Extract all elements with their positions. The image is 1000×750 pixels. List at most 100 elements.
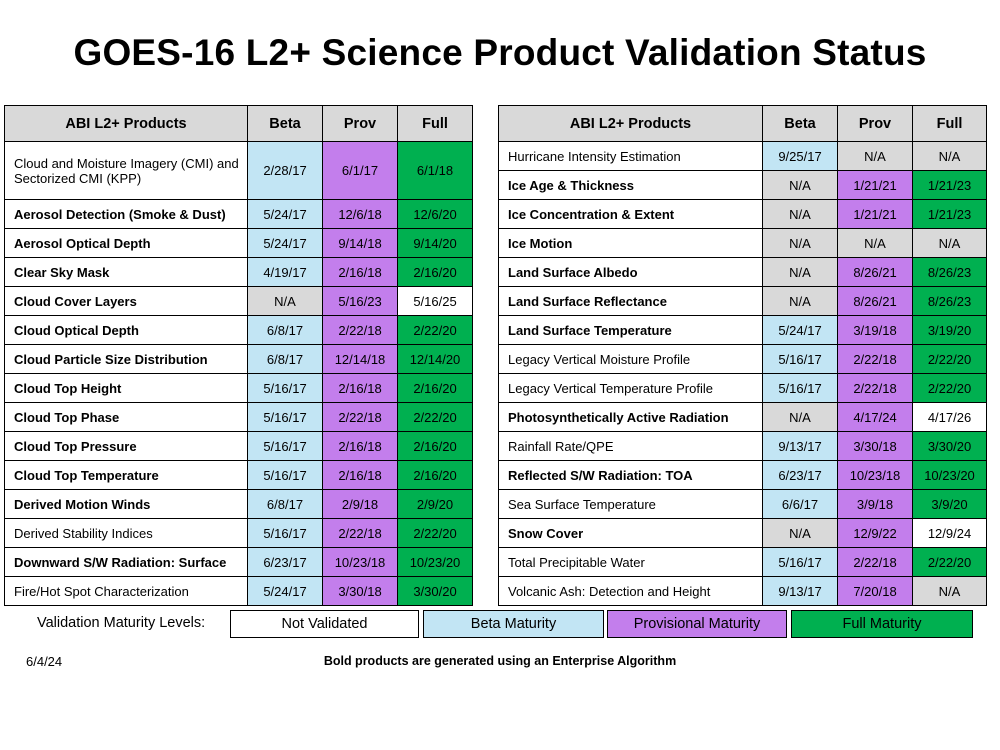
table-row: Legacy Vertical Moisture Profile 5/16/17 2…	[498, 344, 987, 374]
product-name: Ice Concentration & Extent	[498, 199, 763, 229]
product-name: Volcanic Ash: Detection and Height	[498, 576, 763, 606]
full-date: 1/21/23	[912, 199, 987, 229]
right-product-table: ABI L2+ Products Beta Prov Full Hurrican…	[498, 105, 987, 606]
prov-header: Prov	[322, 105, 398, 142]
table-row: Cloud Top Pressure 5/16/17 2/16/18 2/16/20	[4, 431, 473, 461]
table-row: Cloud Top Temperature 5/16/17 2/16/18 2/16/…	[4, 460, 473, 490]
table-row: Derived Motion Winds 6/8/17 2/9/18 2/9/20	[4, 489, 473, 519]
product-name: Legacy Vertical Temperature Profile	[498, 373, 763, 403]
full-date: 12/9/24	[912, 518, 987, 548]
legend-not-validated: Not Validated	[230, 610, 419, 638]
full-date: 12/6/20	[397, 199, 473, 229]
products-header: ABI L2+ Products	[498, 105, 763, 142]
full-date: 2/22/20	[912, 547, 987, 577]
product-name: Aerosol Detection (Smoke & Dust)	[4, 199, 248, 229]
product-name: Land Surface Temperature	[498, 315, 763, 345]
full-date: 3/19/20	[912, 315, 987, 345]
table-header-row: ABI L2+ Products Beta Prov Full	[4, 105, 473, 142]
full-date: 3/30/20	[912, 431, 987, 461]
prov-date: 2/22/18	[322, 518, 398, 548]
table-row: Cloud Optical Depth 6/8/17 2/22/18 2/22/20	[4, 315, 473, 345]
full-header: Full	[912, 105, 987, 142]
beta-date: 6/8/17	[247, 315, 323, 345]
table-row: Land Surface Temperature 5/24/17 3/19/18 3/…	[498, 315, 987, 345]
product-name: Land Surface Reflectance	[498, 286, 763, 316]
prov-date: 9/14/18	[322, 228, 398, 258]
table-row: Photosynthetically Active Radiation N/A 4/…	[498, 402, 987, 432]
beta-date: 5/24/17	[762, 315, 838, 345]
table-row: Cloud Top Height 5/16/17 2/16/18 2/16/20	[4, 373, 473, 403]
table-row: Sea Surface Temperature 6/6/17 3/9/18 3/9/2…	[498, 489, 987, 519]
table-row: Cloud Particle Size Distribution 6/8/17 12…	[4, 344, 473, 374]
product-name: Snow Cover	[498, 518, 763, 548]
product-name: Clear Sky Mask	[4, 257, 248, 287]
table-row: Cloud Top Phase 5/16/17 2/22/18 2/22/20	[4, 402, 473, 432]
product-name: Sea Surface Temperature	[498, 489, 763, 519]
page-title: GOES-16 L2+ Science Product Validation S…	[73, 32, 927, 73]
table-row: Land Surface Reflectance N/A 8/26/21 8/26/2…	[498, 286, 987, 316]
beta-date: N/A	[762, 228, 838, 258]
table-row: Snow Cover N/A 12/9/22 12/9/24	[498, 518, 987, 548]
full-date: 3/30/20	[397, 576, 473, 606]
product-name: Land Surface Albedo	[498, 257, 763, 287]
prov-date: 2/16/18	[322, 431, 398, 461]
product-name: Total Precipitable Water	[498, 547, 763, 577]
full-date: N/A	[912, 576, 987, 606]
beta-date: N/A	[762, 286, 838, 316]
beta-date: 5/16/17	[247, 431, 323, 461]
full-date: 2/9/20	[397, 489, 473, 519]
beta-date: 4/19/17	[247, 257, 323, 287]
full-date: 12/14/20	[397, 344, 473, 374]
prov-date: 6/1/17	[322, 141, 398, 200]
product-name: Reflected S/W Radiation: TOA	[498, 460, 763, 490]
table-row: Total Precipitable Water 5/16/17 2/22/18 2/…	[498, 547, 987, 577]
product-name: Cloud Cover Layers	[4, 286, 248, 316]
product-name: Photosynthetically Active Radiation	[498, 402, 763, 432]
full-date: 1/21/23	[912, 170, 987, 200]
prov-date: 4/17/24	[837, 402, 913, 432]
beta-header: Beta	[762, 105, 838, 142]
product-name: Cloud Optical Depth	[4, 315, 248, 345]
product-name: Rainfall Rate/QPE	[498, 431, 763, 461]
product-name: Derived Motion Winds	[4, 489, 248, 519]
prov-date: 2/22/18	[837, 344, 913, 374]
prov-date: 2/22/18	[837, 547, 913, 577]
prov-date: 10/23/18	[837, 460, 913, 490]
beta-date: 5/16/17	[762, 373, 838, 403]
full-date: 3/9/20	[912, 489, 987, 519]
full-date: 10/23/20	[397, 547, 473, 577]
legend-full-maturity: Full Maturity	[791, 610, 973, 638]
table-row: Legacy Vertical Temperature Profile 5/16/…	[498, 373, 987, 403]
products-header: ABI L2+ Products	[4, 105, 248, 142]
legend-beta-maturity: Beta Maturity	[423, 610, 604, 638]
full-date: N/A	[912, 228, 987, 258]
full-date: 4/17/26	[912, 402, 987, 432]
full-date: 2/22/20	[912, 344, 987, 374]
beta-date: 9/13/17	[762, 576, 838, 606]
table-row: Volcanic Ash: Detection and Height 9/13/1…	[498, 576, 987, 606]
product-name: Ice Age & Thickness	[498, 170, 763, 200]
table-row: Land Surface Albedo N/A 8/26/21 8/26/23	[498, 257, 987, 287]
beta-date: 6/8/17	[247, 344, 323, 374]
table-row: Ice Motion N/A N/A N/A	[498, 228, 987, 258]
full-date: N/A	[912, 141, 987, 171]
beta-date: N/A	[762, 518, 838, 548]
table-row: Rainfall Rate/QPE 9/13/17 3/30/18 3/30/20	[498, 431, 987, 461]
full-date: 2/22/20	[397, 402, 473, 432]
footer-note: Bold products are generated using an Ent…	[323, 654, 677, 668]
table-row: Aerosol Detection (Smoke & Dust) 5/24/17 1…	[4, 199, 473, 229]
prov-date: 1/21/21	[837, 199, 913, 229]
prov-date: 2/16/18	[322, 257, 398, 287]
beta-date: 9/25/17	[762, 141, 838, 171]
product-name: Downward S/W Radiation: Surface	[4, 547, 248, 577]
table-row: Aerosol Optical Depth 5/24/17 9/14/18 9/14/…	[4, 228, 473, 258]
beta-date: 6/23/17	[247, 547, 323, 577]
product-name: Ice Motion	[498, 228, 763, 258]
prov-date: 2/9/18	[322, 489, 398, 519]
full-date: 2/22/20	[397, 315, 473, 345]
left-product-table: ABI L2+ Products Beta Prov Full Cloud an…	[4, 105, 473, 606]
table-row: Ice Concentration & Extent N/A 1/21/21 1/21…	[498, 199, 987, 229]
beta-date: 9/13/17	[762, 431, 838, 461]
prov-date: 5/16/23	[322, 286, 398, 316]
beta-date: 6/6/17	[762, 489, 838, 519]
